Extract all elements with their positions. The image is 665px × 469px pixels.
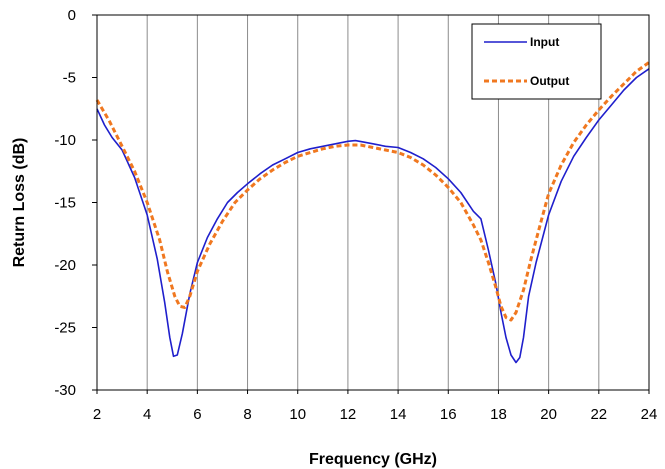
x-axis-title: Frequency (GHz) <box>309 451 437 468</box>
x-tick-label: 12 <box>340 406 357 423</box>
series-line-output <box>95 61 650 322</box>
x-tick-label: 8 <box>243 406 251 423</box>
legend-label-input: Input <box>530 35 559 49</box>
legend-box <box>471 23 602 100</box>
x-tick-label: 14 <box>390 406 407 423</box>
y-tick-label: -10 <box>54 132 76 149</box>
x-tick-label: 16 <box>440 406 457 423</box>
gridlines <box>146 15 600 390</box>
y-axis-ticks: 0 -5 -10 -15 -20 -25 -30 <box>54 7 97 399</box>
y-axis-title: Return Loss (dB) <box>11 138 28 268</box>
x-tick-label: 22 <box>590 406 607 423</box>
y-tick-label: -25 <box>54 320 76 337</box>
series-line-input <box>96 68 650 364</box>
y-tick-label: -5 <box>63 70 76 87</box>
x-tick-label: 2 <box>93 406 101 423</box>
y-tick-label: -30 <box>54 382 76 399</box>
y-tick-label: 0 <box>68 7 76 24</box>
x-tick-label: 20 <box>540 406 557 423</box>
legend: Input Output <box>471 23 602 100</box>
x-tick-label: 10 <box>289 406 306 423</box>
x-tick-label: 18 <box>490 406 507 423</box>
x-tick-label: 4 <box>143 406 151 423</box>
y-tick-label: -15 <box>54 195 76 212</box>
legend-label-output: Output <box>530 74 569 88</box>
x-tick-label: 24 <box>641 406 658 423</box>
x-tick-label: 6 <box>193 406 201 423</box>
y-tick-label: -20 <box>54 257 76 274</box>
series-layer <box>95 61 650 364</box>
x-axis-ticks: 2 4 6 8 10 12 14 16 18 20 22 24 <box>93 390 658 423</box>
